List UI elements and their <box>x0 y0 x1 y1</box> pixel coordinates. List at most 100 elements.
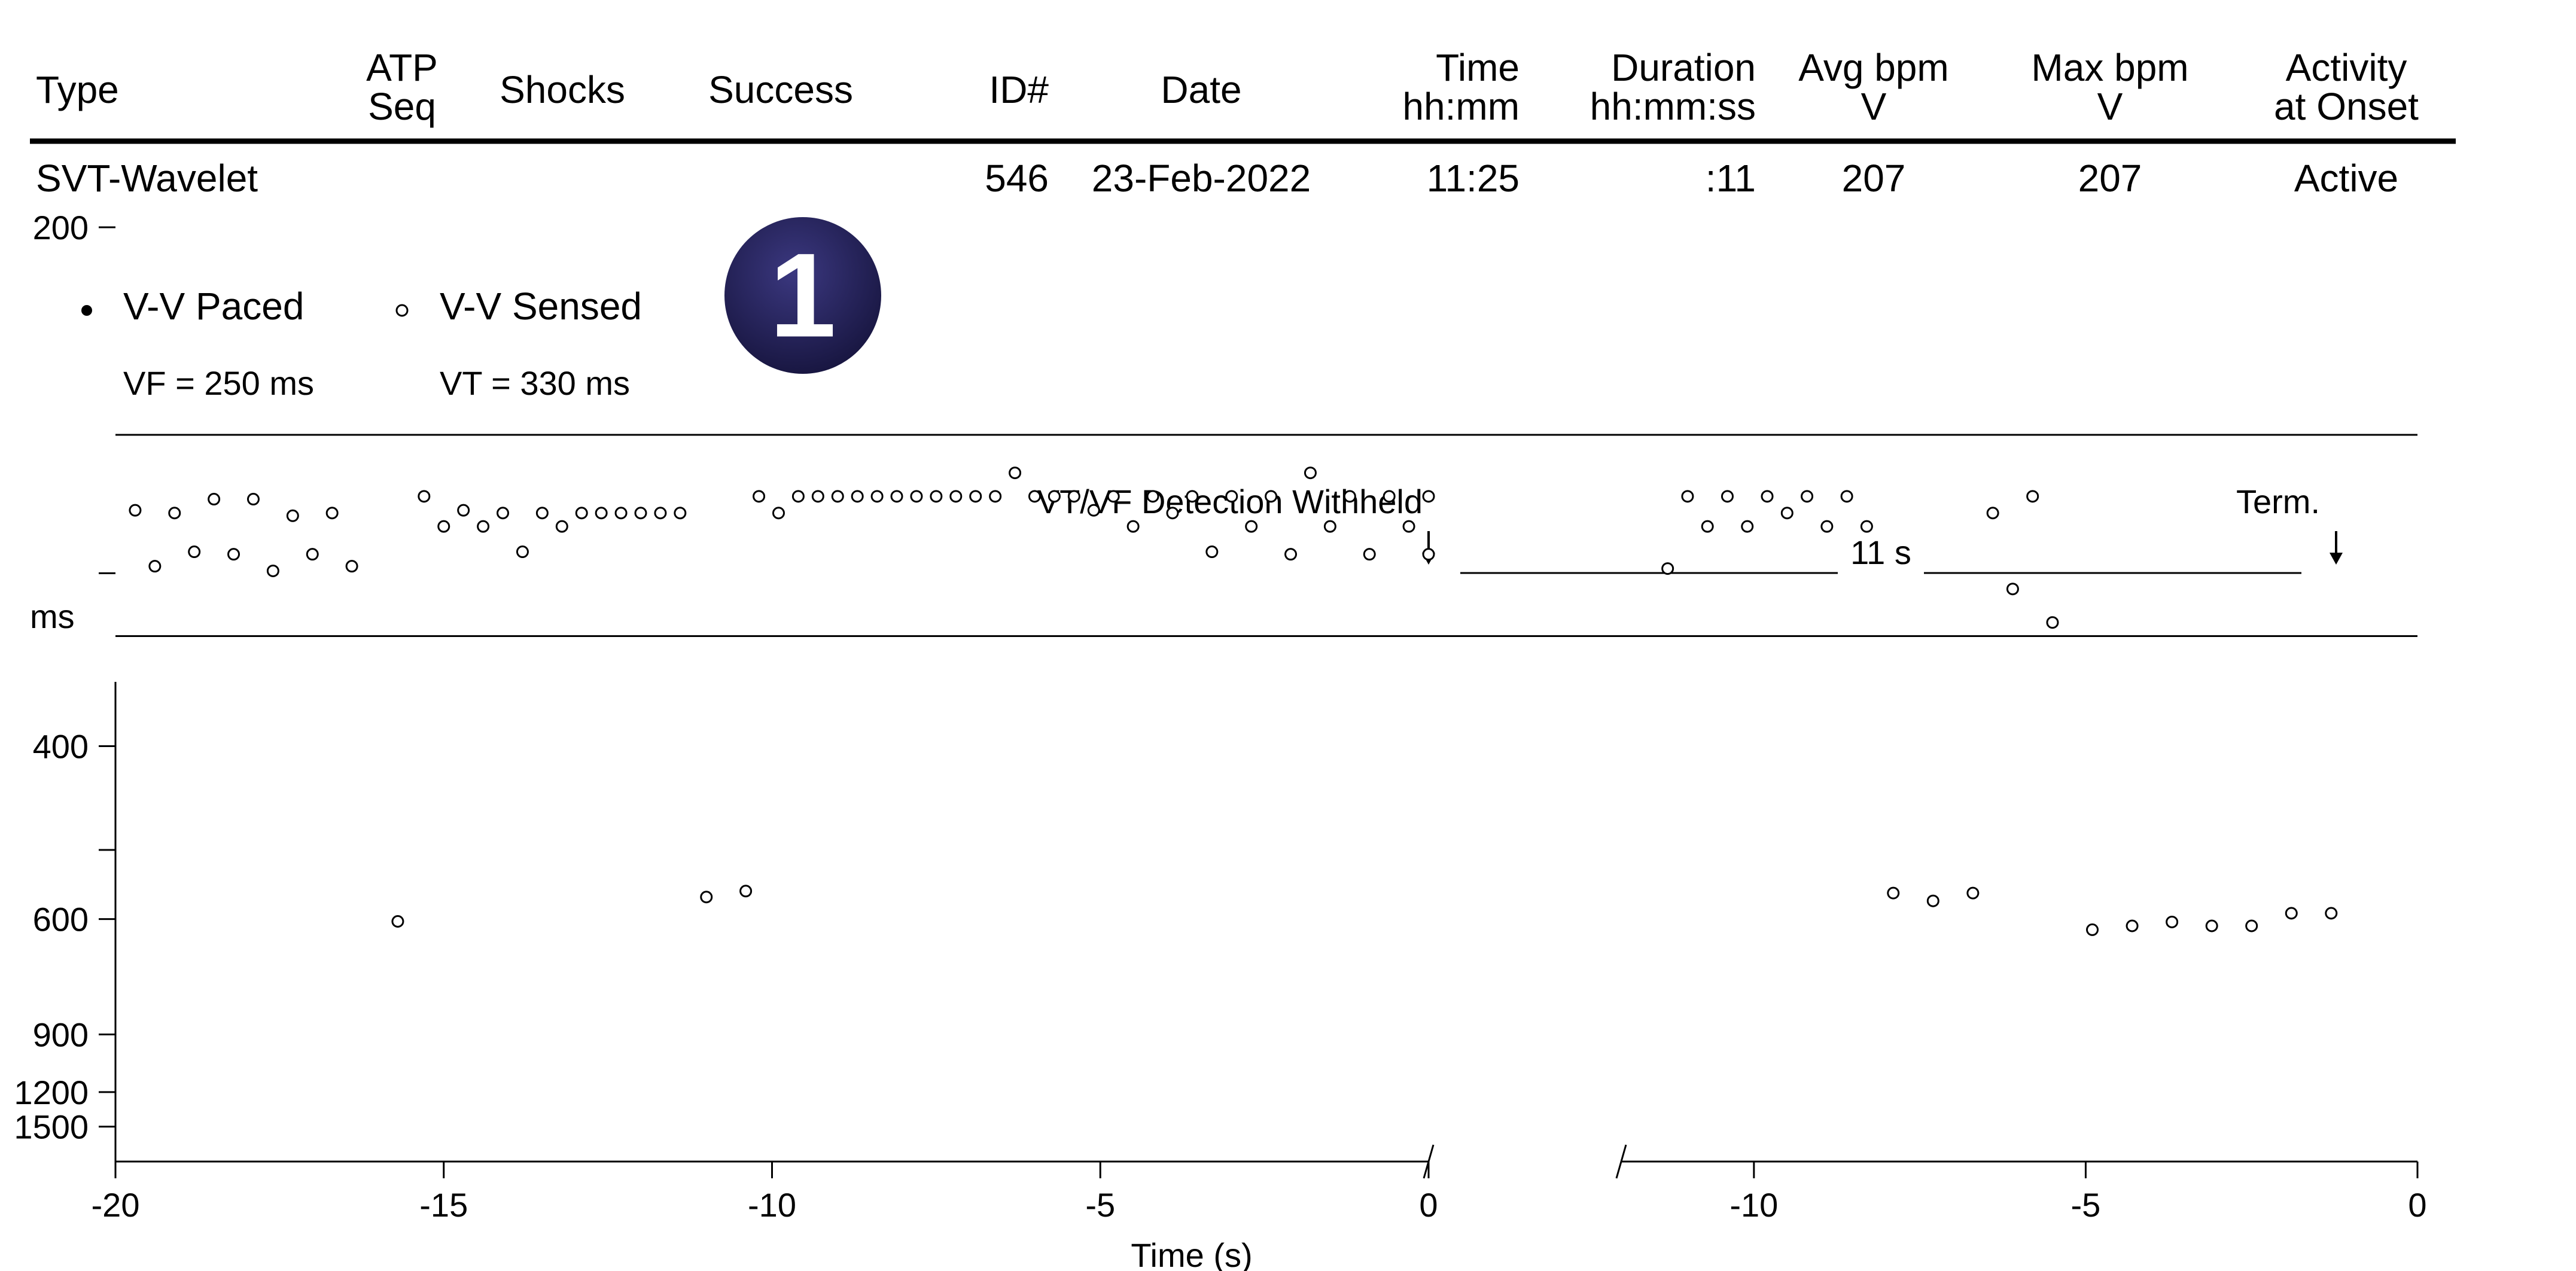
sensed-point <box>418 490 431 503</box>
sensed-point <box>516 545 529 559</box>
sensed-point <box>811 490 824 503</box>
sensed-point <box>2006 583 2019 596</box>
sensed-point <box>1986 507 1999 520</box>
legend-paced-label: V-V Paced <box>123 285 304 328</box>
sensed-point <box>246 493 260 506</box>
cell-activity: Active <box>2294 157 2398 200</box>
cell-time: 11:25 <box>1427 157 1520 200</box>
sensed-point <box>457 504 470 517</box>
sensed-point <box>1225 490 1238 503</box>
axis-break-icon <box>1615 1144 1627 1179</box>
sensed-point <box>614 507 628 520</box>
cell-max: 207 <box>2078 157 2142 200</box>
sensed-point <box>1887 886 1900 900</box>
sensed-point <box>1926 894 1939 907</box>
sensed-point <box>1363 548 1376 561</box>
column-header-max: V <box>2097 85 2123 128</box>
sensed-point <box>2126 919 2139 932</box>
column-header-activity: at Onset <box>2274 85 2419 128</box>
sensed-point <box>1721 490 1734 503</box>
sensed-point <box>555 520 568 533</box>
sensed-marker-icon <box>395 304 409 317</box>
sensed-point <box>1966 886 1980 900</box>
sensed-point <box>969 490 982 503</box>
sensed-point <box>129 504 142 517</box>
x-tick-label: -20 <box>92 1186 140 1224</box>
sensed-point <box>1402 520 1415 533</box>
sensed-point <box>575 507 588 520</box>
sensed-point <box>739 885 753 898</box>
x-tick-label: -5 <box>1085 1186 1115 1224</box>
column-header-max: Max bpm <box>2031 46 2188 89</box>
x-tick-label: -10 <box>748 1186 796 1224</box>
sensed-point <box>227 548 240 561</box>
x-tick-label: -10 <box>1729 1186 1778 1224</box>
x-tick-label: 0 <box>1419 1186 1438 1224</box>
sensed-point <box>1343 490 1356 503</box>
sensed-point <box>700 891 713 904</box>
y-tick-label: 600 <box>33 901 89 938</box>
y-tick-label: 400 <box>33 728 89 766</box>
x-tick-label: 0 <box>2408 1186 2426 1224</box>
sensed-point <box>634 507 647 520</box>
sensed-point <box>2046 616 2059 629</box>
y-tick-label: 200 <box>33 209 89 246</box>
termination-label: Term. <box>2236 483 2320 520</box>
sensed-point <box>1067 490 1080 503</box>
sensed-point <box>391 915 404 928</box>
step-badge-label: 1 <box>769 229 836 362</box>
sensed-point <box>345 560 358 573</box>
sensed-point <box>437 520 450 533</box>
cell-avg: 207 <box>1842 157 1906 200</box>
axis-break-icon <box>1423 1144 1435 1179</box>
sensed-point <box>1284 548 1298 561</box>
sensed-point <box>1741 520 1754 533</box>
vf-zone-label: VF = 250 ms <box>123 364 314 402</box>
x-axis-label: Time (s) <box>1131 1236 1252 1271</box>
sensed-point <box>772 507 785 520</box>
vt-zone-label: VT = 330 ms <box>440 364 630 402</box>
sensed-point <box>930 490 943 503</box>
column-header-activity: Activity <box>2286 46 2407 89</box>
column-header-type: Type <box>36 68 119 111</box>
column-header-duration: hh:mm:ss <box>1590 85 1756 128</box>
sensed-point <box>286 509 299 522</box>
sensed-point <box>910 490 923 503</box>
y-tick-label: 900 <box>33 1016 89 1053</box>
sensed-point <box>1422 490 1435 503</box>
sensed-point <box>870 490 884 503</box>
sensed-point <box>208 493 221 506</box>
sensed-point <box>1186 490 1199 503</box>
episode-row[interactable]: SVT-Wavelet 546 23-Feb-2022 11:25:11 207 207 A… <box>36 157 2398 200</box>
sensed-point <box>2026 490 2039 503</box>
sensed-point <box>1860 520 1873 533</box>
column-header-atp: Seq <box>368 85 436 128</box>
column-header-success: Success <box>708 68 853 111</box>
column-header-id: ID# <box>989 68 1049 111</box>
sensed-point <box>1265 490 1278 503</box>
sensed-point <box>2086 923 2099 936</box>
term-arrow-icon <box>2330 531 2343 565</box>
sensed-point <box>2205 919 2218 932</box>
sensed-point <box>1304 467 1317 480</box>
cell-date: 23-Feb-2022 <box>1092 157 1311 200</box>
sensed-point <box>654 507 667 520</box>
column-header-date: Date <box>1161 68 1241 111</box>
sensed-point <box>1661 562 1674 575</box>
column-header-time: hh:mm <box>1402 85 1520 128</box>
sensed-point <box>148 560 162 573</box>
column-header-avg: V <box>1861 85 1887 128</box>
sensed-point <box>1801 490 1814 503</box>
sensed-point <box>1028 490 1041 503</box>
cell-duration: :11 <box>1706 157 1756 200</box>
sensed-point <box>1205 545 1219 559</box>
sensed-point <box>497 507 510 520</box>
sensed-point <box>791 490 805 503</box>
cell-type: SVT-Wavelet <box>36 157 258 200</box>
sensed-point <box>949 490 963 503</box>
